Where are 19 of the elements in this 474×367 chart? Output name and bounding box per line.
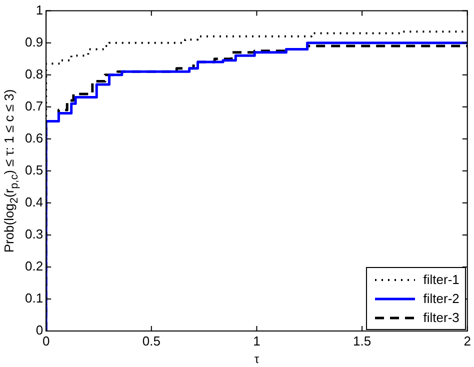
x-tick-label: 0.5: [142, 333, 160, 348]
y-tick-label: 0.8: [24, 66, 44, 82]
x-axis-title: τ: [254, 352, 260, 366]
x-tick-label: 2: [464, 333, 471, 348]
y-tick-label: 0.4: [24, 194, 44, 210]
y-tick-label: 0.5: [24, 162, 44, 178]
legend-label: filter-2: [423, 291, 460, 306]
y-tick-label: 1: [36, 2, 44, 18]
x-tick-label: 1: [253, 333, 260, 348]
y-tick-label: 0: [36, 322, 44, 338]
y-tick-label: 0.7: [24, 98, 44, 114]
y-tick-label: 0.6: [24, 130, 44, 146]
y-tick-label: 0.2: [24, 258, 44, 274]
y-tick-label: 0.1: [24, 290, 44, 306]
legend-label: filter-1: [423, 272, 460, 287]
y-tick-label: 0.9: [24, 34, 44, 50]
x-tick-label: 1.5: [353, 333, 372, 348]
legend-label: filter-3: [423, 310, 460, 325]
y-tick-label: 0.3: [24, 226, 44, 242]
